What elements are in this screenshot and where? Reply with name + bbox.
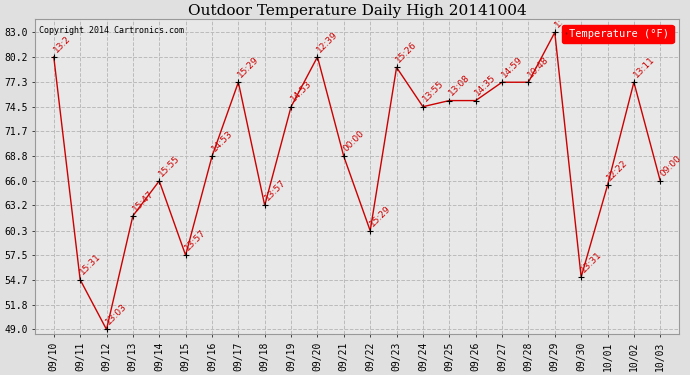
Text: 09:00: 09:00	[658, 153, 682, 178]
Text: 15:29: 15:29	[368, 203, 393, 228]
Title: Outdoor Temperature Daily High 20141004: Outdoor Temperature Daily High 20141004	[188, 4, 526, 18]
Text: 14:35: 14:35	[473, 73, 498, 98]
Text: 1:: 1:	[553, 17, 565, 30]
Text: 13:03: 13:03	[104, 302, 129, 327]
Text: 15:31: 15:31	[78, 252, 103, 277]
Text: 13:08: 13:08	[447, 73, 472, 98]
Text: 10:48: 10:48	[526, 55, 551, 80]
Text: 15:55: 15:55	[157, 153, 181, 178]
Legend: Temperature (°F): Temperature (°F)	[562, 24, 673, 43]
Text: 13:57: 13:57	[262, 178, 287, 203]
Text: 14:59: 14:59	[500, 55, 524, 80]
Text: 15:29: 15:29	[236, 55, 261, 80]
Text: 12:22: 12:22	[605, 158, 630, 183]
Text: 13:57: 13:57	[184, 228, 208, 252]
Text: 12:39: 12:39	[315, 30, 340, 54]
Text: 00:00: 00:00	[342, 129, 366, 154]
Text: 13:2: 13:2	[52, 34, 72, 54]
Text: 13:31: 13:31	[579, 250, 604, 274]
Text: 14:53: 14:53	[210, 129, 235, 154]
Text: 15:47: 15:47	[130, 189, 155, 213]
Text: 15:26: 15:26	[395, 40, 419, 64]
Text: 14:53: 14:53	[289, 80, 313, 104]
Text: 13:55: 13:55	[421, 79, 445, 104]
Text: Copyright 2014 Cartronics.com: Copyright 2014 Cartronics.com	[39, 26, 184, 34]
Text: 13:11: 13:11	[631, 55, 656, 80]
